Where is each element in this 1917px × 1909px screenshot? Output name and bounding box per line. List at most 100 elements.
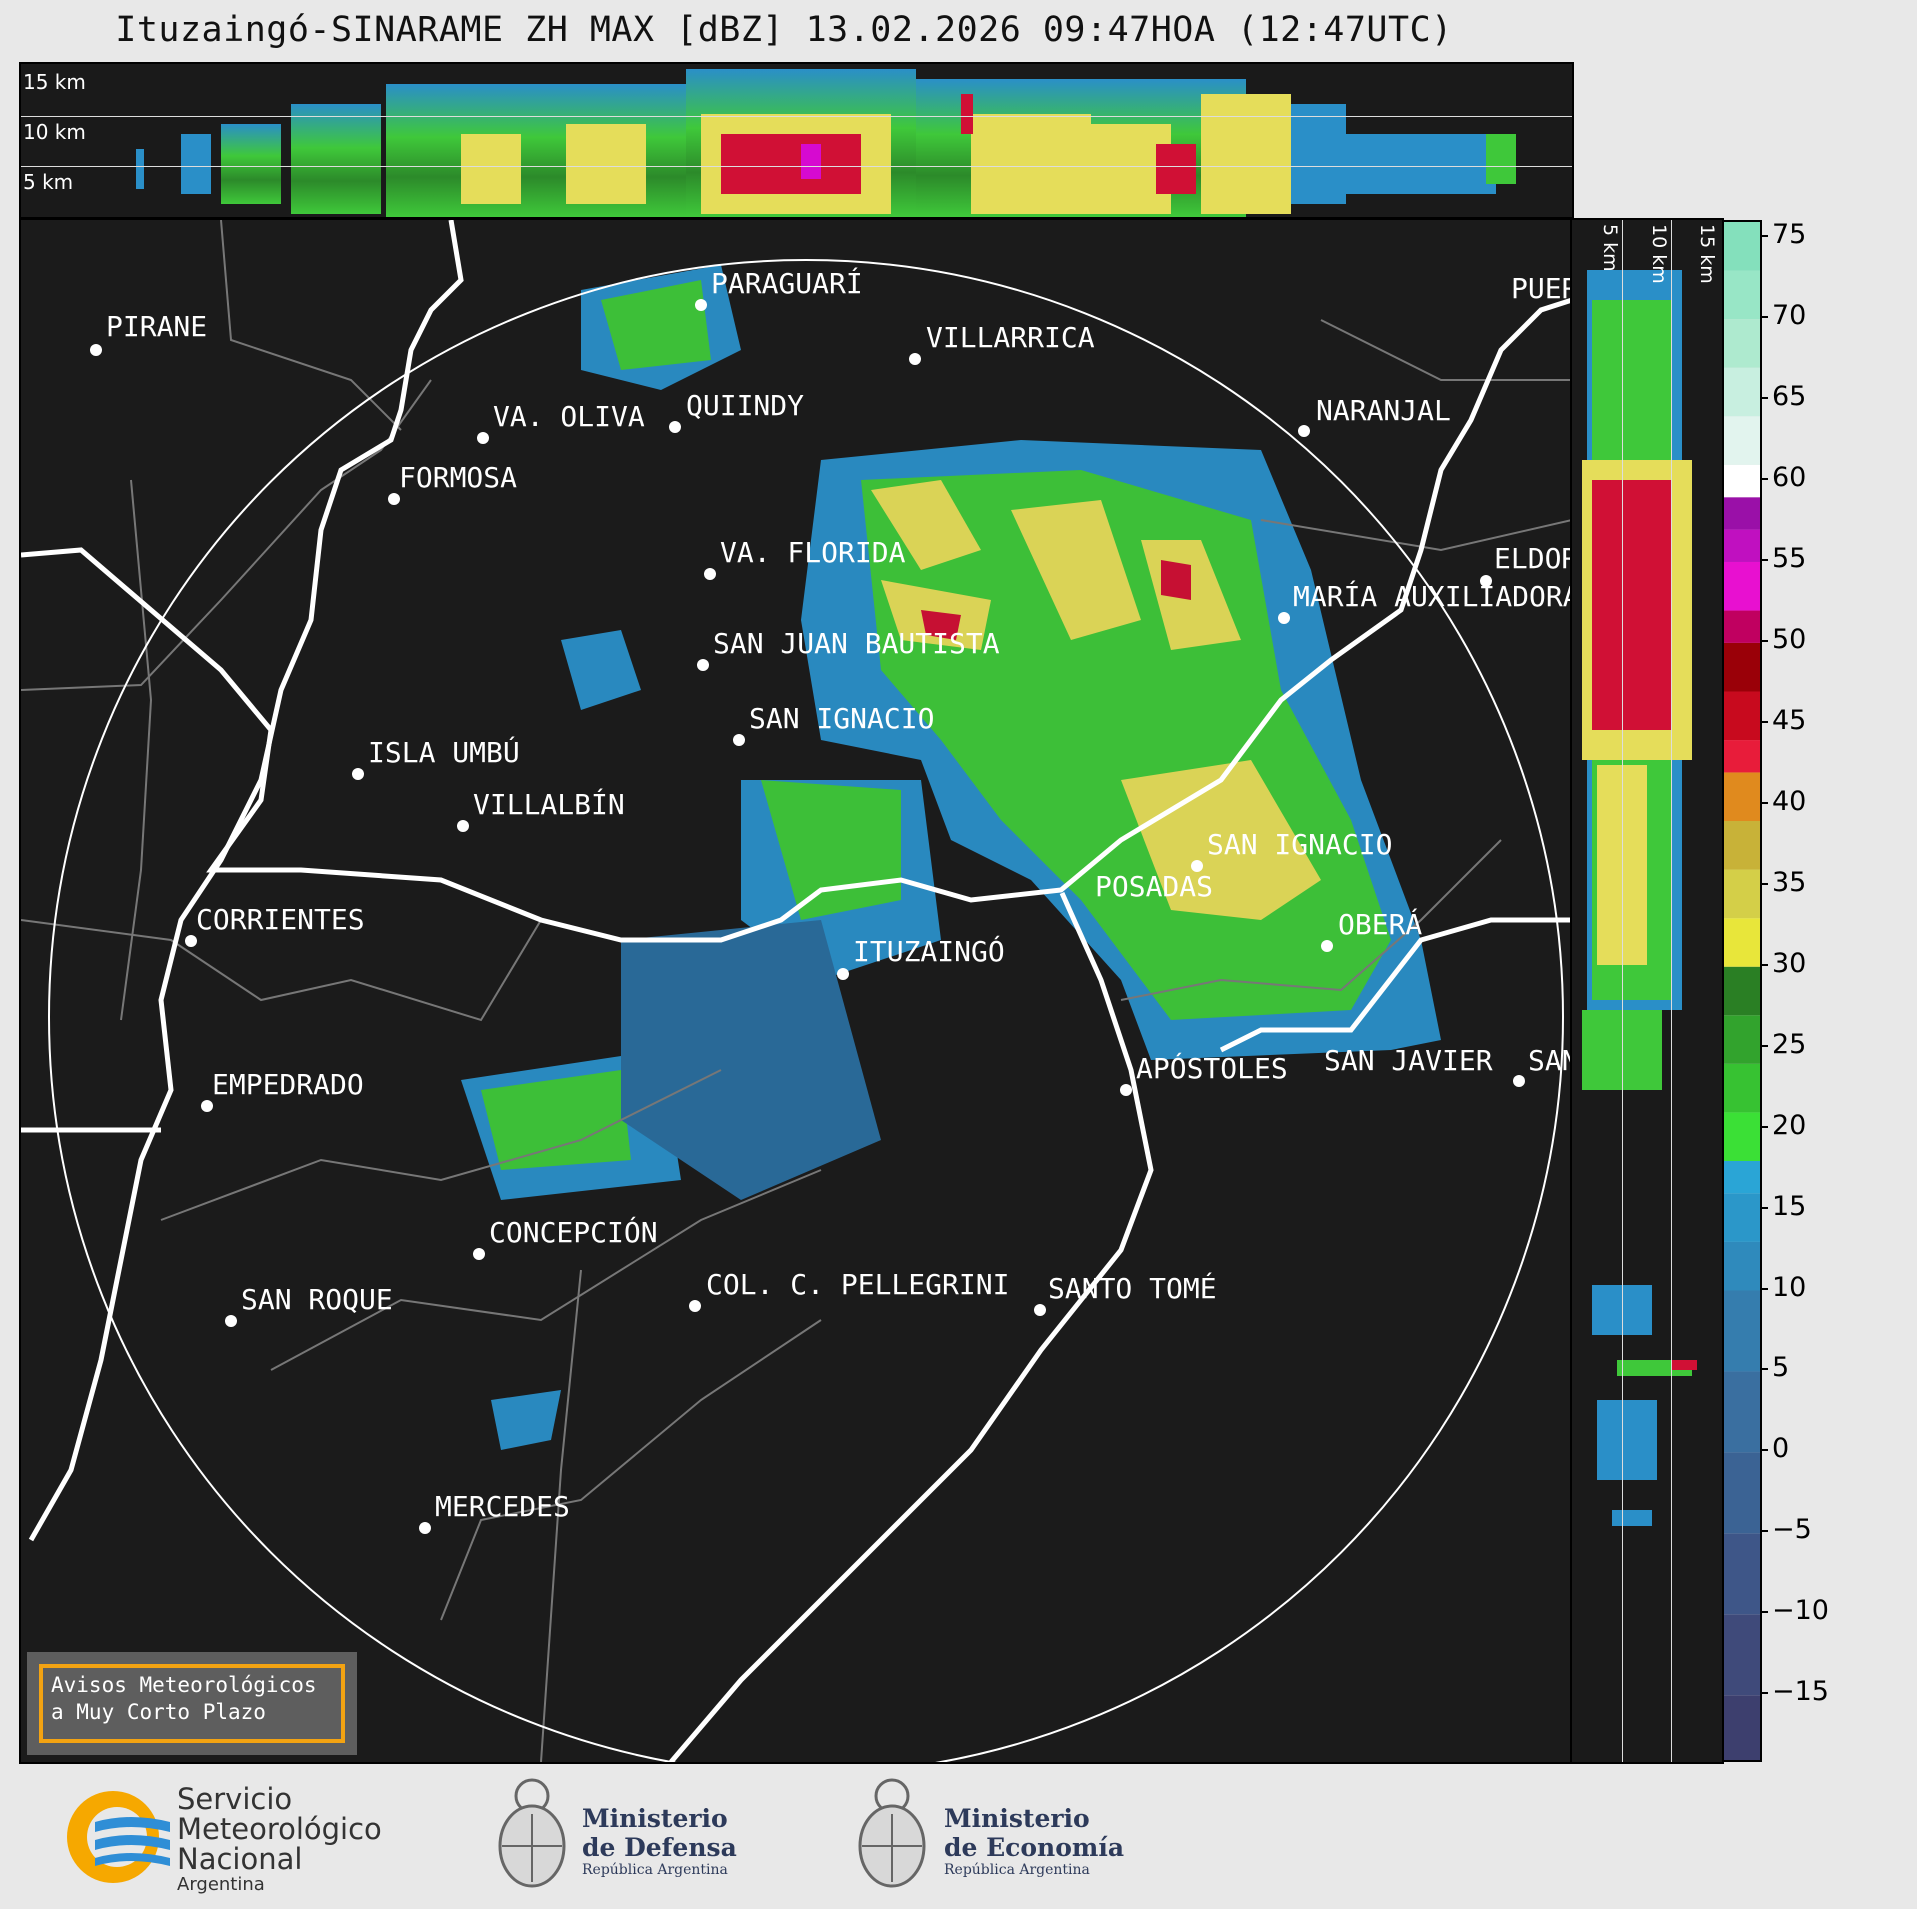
colorbar-tick-label-6: 45 bbox=[1772, 704, 1807, 736]
city-dot-san-roque bbox=[225, 1315, 237, 1327]
colorbar-band-17 bbox=[1724, 740, 1760, 773]
colorbar-tick-14 bbox=[1760, 1368, 1768, 1371]
colorbar-tick-1 bbox=[1760, 316, 1768, 319]
colorbar-tick-label-5: 50 bbox=[1772, 623, 1807, 655]
colorbar-tick-label-1: 70 bbox=[1772, 300, 1807, 332]
10km-vline bbox=[1671, 220, 1672, 1762]
vlabel-10: 10 km bbox=[1648, 224, 1670, 284]
city-dot-eldorado bbox=[1480, 575, 1492, 587]
colorbar-tick-0 bbox=[1760, 235, 1768, 238]
alt-label-10: 10 km bbox=[23, 120, 86, 144]
smn-line4: Argentina bbox=[177, 1874, 265, 1895]
colorbar-band-0 bbox=[1724, 1695, 1760, 1760]
city-dot-paraguari bbox=[695, 299, 707, 311]
right-echo-layer bbox=[1582, 270, 1697, 1526]
city-dot-santo-tome bbox=[1034, 1304, 1046, 1316]
10km-line bbox=[21, 166, 1572, 167]
city-va-florida: VA. FLORIDA bbox=[720, 536, 906, 569]
city-dot-isla-umbu bbox=[352, 768, 364, 780]
avisos-inner: Avisos Meteorológicos a Muy Corto Plazo bbox=[39, 1664, 345, 1743]
colorbar-tick-label-10: 25 bbox=[1772, 1028, 1807, 1060]
colorbar-band-27 bbox=[1724, 319, 1760, 368]
city-dot-san bbox=[1513, 1075, 1525, 1087]
city-isla-umbu: ISLA UMBÚ bbox=[368, 736, 520, 769]
city-san-roque: SAN ROQUE bbox=[241, 1283, 393, 1316]
city-naranjal: NARANJAL bbox=[1316, 394, 1451, 427]
city-dot-apostoles bbox=[1120, 1084, 1132, 1096]
colorbar-tick-8 bbox=[1760, 882, 1768, 885]
colorbar-band-28 bbox=[1724, 270, 1760, 320]
city-dot-san-juan-bautista bbox=[697, 659, 709, 671]
defensa-shield-icon bbox=[498, 1778, 566, 1888]
alt-label-5: 5 km bbox=[23, 170, 74, 194]
colorbar-band-5 bbox=[1724, 1290, 1760, 1372]
colorbar-band-8 bbox=[1724, 1160, 1760, 1194]
radar-map: PIRANE PARAGUARÍ VILLARRICA VA. OLIVA QU… bbox=[19, 218, 1574, 1764]
economia-line1: Ministerio bbox=[944, 1804, 1090, 1833]
colorbar-tick-6 bbox=[1760, 720, 1768, 723]
province-boundaries bbox=[21, 220, 1572, 1762]
city-apostoles: APÓSTOLES bbox=[1136, 1052, 1288, 1085]
colorbar-tick-label-14: 5 bbox=[1772, 1352, 1790, 1384]
colorbar-tick-label-0: 75 bbox=[1772, 219, 1807, 251]
city-dot-quiindy bbox=[669, 421, 681, 433]
footer-logos: Servicio Meteorológico Nacional Argentin… bbox=[0, 1762, 1917, 1909]
colorbar-band-29 bbox=[1724, 222, 1760, 271]
city-dot-ituzaingo bbox=[837, 968, 849, 980]
city-dot-concepcion bbox=[473, 1248, 485, 1260]
smn-logo-icon bbox=[67, 1791, 170, 1883]
city-dot-empedrado bbox=[201, 1100, 213, 1112]
colorbar-tick-label-16: −5 bbox=[1772, 1514, 1812, 1546]
city-empedrado: EMPEDRADO bbox=[212, 1068, 364, 1101]
colorbar-tick-18 bbox=[1760, 1692, 1768, 1695]
colorbar-band-26 bbox=[1724, 367, 1760, 417]
city-formosa: FORMOSA bbox=[399, 461, 518, 494]
smn-text: Servicio Meteorológico Nacional Argentin… bbox=[177, 1784, 382, 1896]
city-maria-auxiliadora: MARÍA AUXILIADORA bbox=[1293, 580, 1572, 613]
avisos-box: Avisos Meteorológicos a Muy Corto Plazo bbox=[27, 1652, 357, 1755]
city-dot-va-oliva bbox=[477, 432, 489, 444]
colorbar-tick-9 bbox=[1760, 963, 1768, 966]
top-altitude-panel: 15 km 10 km 5 km bbox=[19, 62, 1574, 219]
chart-title: Ituzaingó-SINARAME ZH MAX [dBZ] 13.02.20… bbox=[115, 10, 1453, 50]
dbz-colorbar bbox=[1722, 220, 1762, 1762]
colorbar-tick-2 bbox=[1760, 397, 1768, 400]
colorbar-tick-label-17: −10 bbox=[1772, 1595, 1829, 1627]
vlabel-5: 5 km bbox=[1599, 224, 1621, 272]
city-puerto: PUERTO bbox=[1511, 272, 1572, 305]
city-obera: OBERÁ bbox=[1338, 908, 1423, 941]
city-dot-va-florida bbox=[704, 568, 716, 580]
colorbar-band-9 bbox=[1724, 1112, 1760, 1161]
city-dot-villalbin bbox=[457, 820, 469, 832]
15km-line bbox=[21, 116, 1572, 117]
colorbar-swatches bbox=[1724, 222, 1760, 1760]
colorbar-band-19 bbox=[1724, 642, 1760, 692]
colorbar-band-2 bbox=[1724, 1533, 1760, 1615]
avisos-line1: Avisos Meteorológicos bbox=[51, 1673, 317, 1697]
colorbar-tick-13 bbox=[1760, 1287, 1768, 1290]
defensa-text: Ministerio de Defensa República Argentin… bbox=[582, 1804, 737, 1878]
colorbar-band-4 bbox=[1724, 1371, 1760, 1453]
echo-areas bbox=[461, 265, 1441, 1450]
colorbar-band-23 bbox=[1724, 497, 1760, 530]
economia-text: Ministerio de Economía República Argenti… bbox=[944, 1804, 1124, 1878]
smn-line3: Nacional bbox=[177, 1842, 303, 1876]
radar-map-graphics bbox=[21, 220, 1572, 1762]
colorbar-tick-label-4: 55 bbox=[1772, 542, 1807, 574]
city-dot-obera bbox=[1321, 940, 1333, 952]
colorbar-band-14 bbox=[1724, 869, 1760, 919]
city-dot-pirane bbox=[90, 344, 102, 356]
colorbar-band-1 bbox=[1724, 1614, 1760, 1696]
5km-vline bbox=[1622, 220, 1623, 1762]
colorbar-tick-label-18: −15 bbox=[1772, 1676, 1829, 1708]
colorbar-band-10 bbox=[1724, 1063, 1760, 1113]
city-corrientes: CORRIENTES bbox=[196, 903, 365, 936]
colorbar-band-12 bbox=[1724, 966, 1760, 1016]
colorbar-band-21 bbox=[1724, 561, 1760, 611]
smn-line2: Meteorológico bbox=[177, 1812, 382, 1846]
colorbar-band-7 bbox=[1724, 1193, 1760, 1242]
right-altitude-panel: 5 km 10 km 15 km bbox=[1570, 218, 1724, 1764]
colorbar-tick-label-8: 35 bbox=[1772, 866, 1807, 898]
colorbar-band-25 bbox=[1724, 416, 1760, 465]
city-pellegrini: COL. C. PELLEGRINI bbox=[706, 1268, 1010, 1301]
